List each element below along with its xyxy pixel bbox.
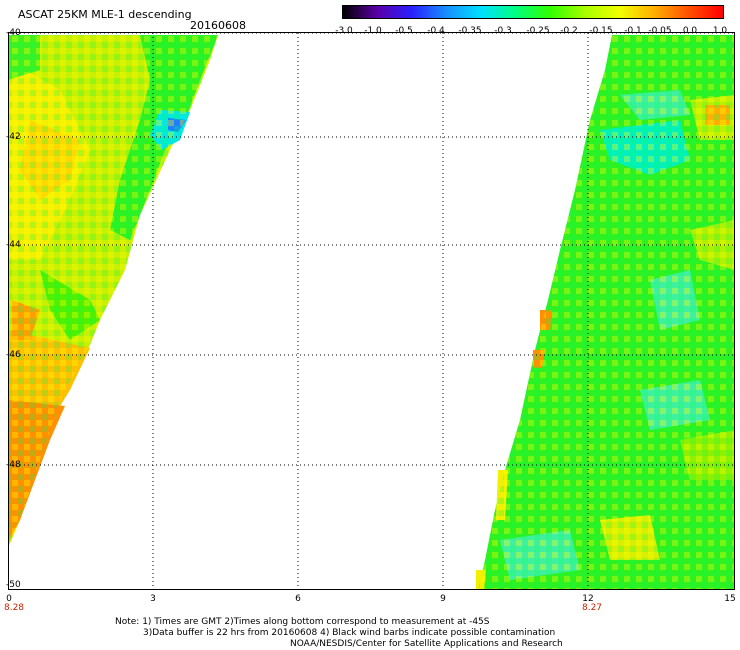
- cb-label: -3.0: [335, 26, 353, 36]
- x-label: 12: [582, 594, 594, 604]
- right-swath: [476, 35, 735, 590]
- cb-label: -0.05: [648, 26, 672, 36]
- note-line-3: NOAA/NESDIS/Center for Satellite Applica…: [290, 639, 563, 649]
- cb-label: -0.3: [494, 26, 512, 36]
- cb-label: 0.0: [682, 26, 698, 36]
- y-label: -44: [6, 240, 21, 250]
- time-label: 8.27: [581, 603, 603, 613]
- cb-label: -1.0: [364, 26, 382, 36]
- cb-label: -0.4: [427, 26, 445, 36]
- cb-label: -0.35: [458, 26, 482, 36]
- y-label: -48: [6, 460, 21, 470]
- x-label: 15: [724, 594, 736, 604]
- cb-label: 1.0: [712, 26, 728, 36]
- color-scale-bar: [342, 5, 724, 19]
- map-date: 20160608: [190, 19, 246, 32]
- note-line-1: Note: 1) Times are GMT 2)Times along bot…: [115, 617, 490, 627]
- cb-label: -0.15: [589, 26, 613, 36]
- time-label: 8.28: [3, 603, 25, 613]
- map-grid: [8, 32, 735, 590]
- y-label: -42: [6, 132, 21, 142]
- cb-label: -0.1: [624, 26, 642, 36]
- x-label: 0: [6, 594, 12, 604]
- x-label: 6: [295, 594, 301, 604]
- cb-label: -0.25: [526, 26, 550, 36]
- x-label: 9: [440, 594, 446, 604]
- cb-label: -0.5: [395, 26, 413, 36]
- left-swath: [8, 35, 218, 548]
- y-label: -50: [6, 580, 21, 590]
- x-label: 3: [150, 594, 156, 604]
- y-label: -40: [6, 28, 21, 38]
- cb-label: -0.2: [560, 26, 578, 36]
- note-line-2: 3)Data buffer is 22 hrs from 20160608 4)…: [143, 628, 556, 638]
- y-label: -46: [6, 350, 21, 360]
- map-title: ASCAT 25KM MLE-1 descending: [18, 8, 192, 21]
